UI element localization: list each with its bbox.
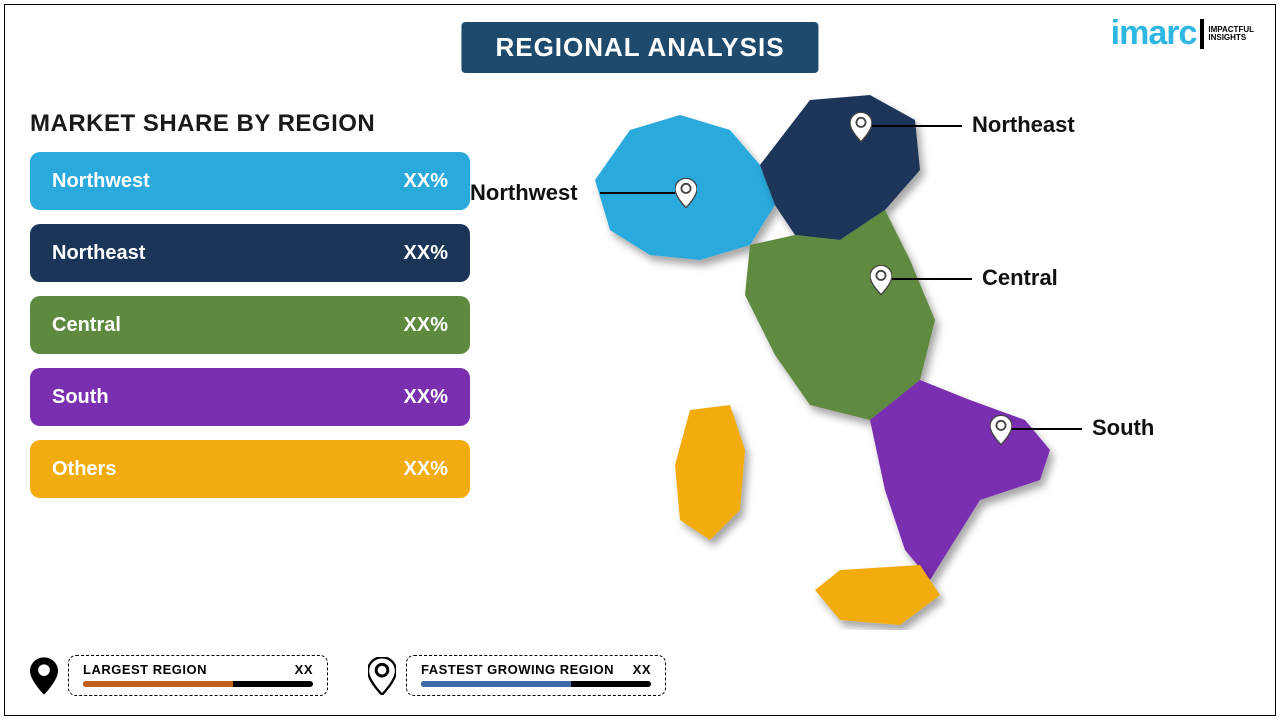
share-value: XX% (404, 386, 448, 409)
pin-icon (30, 657, 58, 695)
market-share-heading: MARKET SHARE BY REGION (30, 110, 470, 138)
share-row-south: South XX% (30, 368, 470, 426)
pin-northwest (675, 178, 697, 208)
legend-value: XX (633, 662, 651, 677)
pin-central (870, 265, 892, 295)
share-row-northeast: Northeast XX% (30, 224, 470, 282)
legend-title: FASTEST GROWING REGION (421, 662, 614, 677)
label-northwest: Northwest (470, 180, 578, 206)
legend-fastest: FASTEST GROWING REGION XX (368, 655, 666, 696)
label-central: Central (982, 265, 1058, 291)
legend-title: LARGEST REGION (83, 662, 207, 677)
italy-svg (540, 70, 1100, 630)
label-northeast: Northeast (972, 112, 1075, 138)
leader-south (1012, 428, 1082, 430)
share-value: XX% (404, 458, 448, 481)
pin-icon (368, 657, 396, 695)
brand-logo: imarc (1111, 14, 1197, 53)
legend-value: XX (295, 662, 313, 677)
brand-divider (1200, 19, 1204, 49)
legend-box-fastest: FASTEST GROWING REGION XX (406, 655, 666, 696)
region-south (870, 380, 1050, 580)
legend-bar (83, 681, 313, 687)
legend: LARGEST REGION XX FASTEST GROWING REGION… (30, 655, 666, 696)
italy-map: Northeast Northwest Central South (540, 70, 1100, 630)
share-label: Central (52, 314, 121, 337)
pin-northeast (850, 112, 872, 142)
leader-northwest (600, 192, 675, 194)
brand-tagline: IMPACTFUL INSIGHTS (1208, 26, 1254, 42)
share-value: XX% (404, 314, 448, 337)
page-title: REGIONAL ANALYSIS (461, 22, 818, 73)
share-value: XX% (404, 242, 448, 265)
brand-block: imarc IMPACTFUL INSIGHTS (1111, 14, 1254, 53)
brand-tagline-2: INSIGHTS (1208, 34, 1254, 42)
share-label: Northeast (52, 242, 145, 265)
region-central (745, 210, 935, 420)
region-sardinia (675, 405, 745, 540)
share-label: Others (52, 458, 116, 481)
leader-central (892, 278, 972, 280)
share-row-northwest: Northwest XX% (30, 152, 470, 210)
share-label: Northwest (52, 170, 150, 193)
region-sicily (815, 565, 940, 625)
share-row-others: Others XX% (30, 440, 470, 498)
pin-south (990, 415, 1012, 445)
share-row-central: Central XX% (30, 296, 470, 354)
region-northeast (760, 95, 920, 240)
legend-box-largest: LARGEST REGION XX (68, 655, 328, 696)
legend-bar (421, 681, 651, 687)
share-value: XX% (404, 170, 448, 193)
market-share-panel: MARKET SHARE BY REGION Northwest XX% Nor… (30, 110, 470, 512)
share-label: South (52, 386, 109, 409)
leader-northeast (872, 125, 962, 127)
legend-bar-fill (83, 681, 233, 687)
legend-largest: LARGEST REGION XX (30, 655, 328, 696)
label-south: South (1092, 415, 1154, 441)
legend-bar-fill (421, 681, 571, 687)
